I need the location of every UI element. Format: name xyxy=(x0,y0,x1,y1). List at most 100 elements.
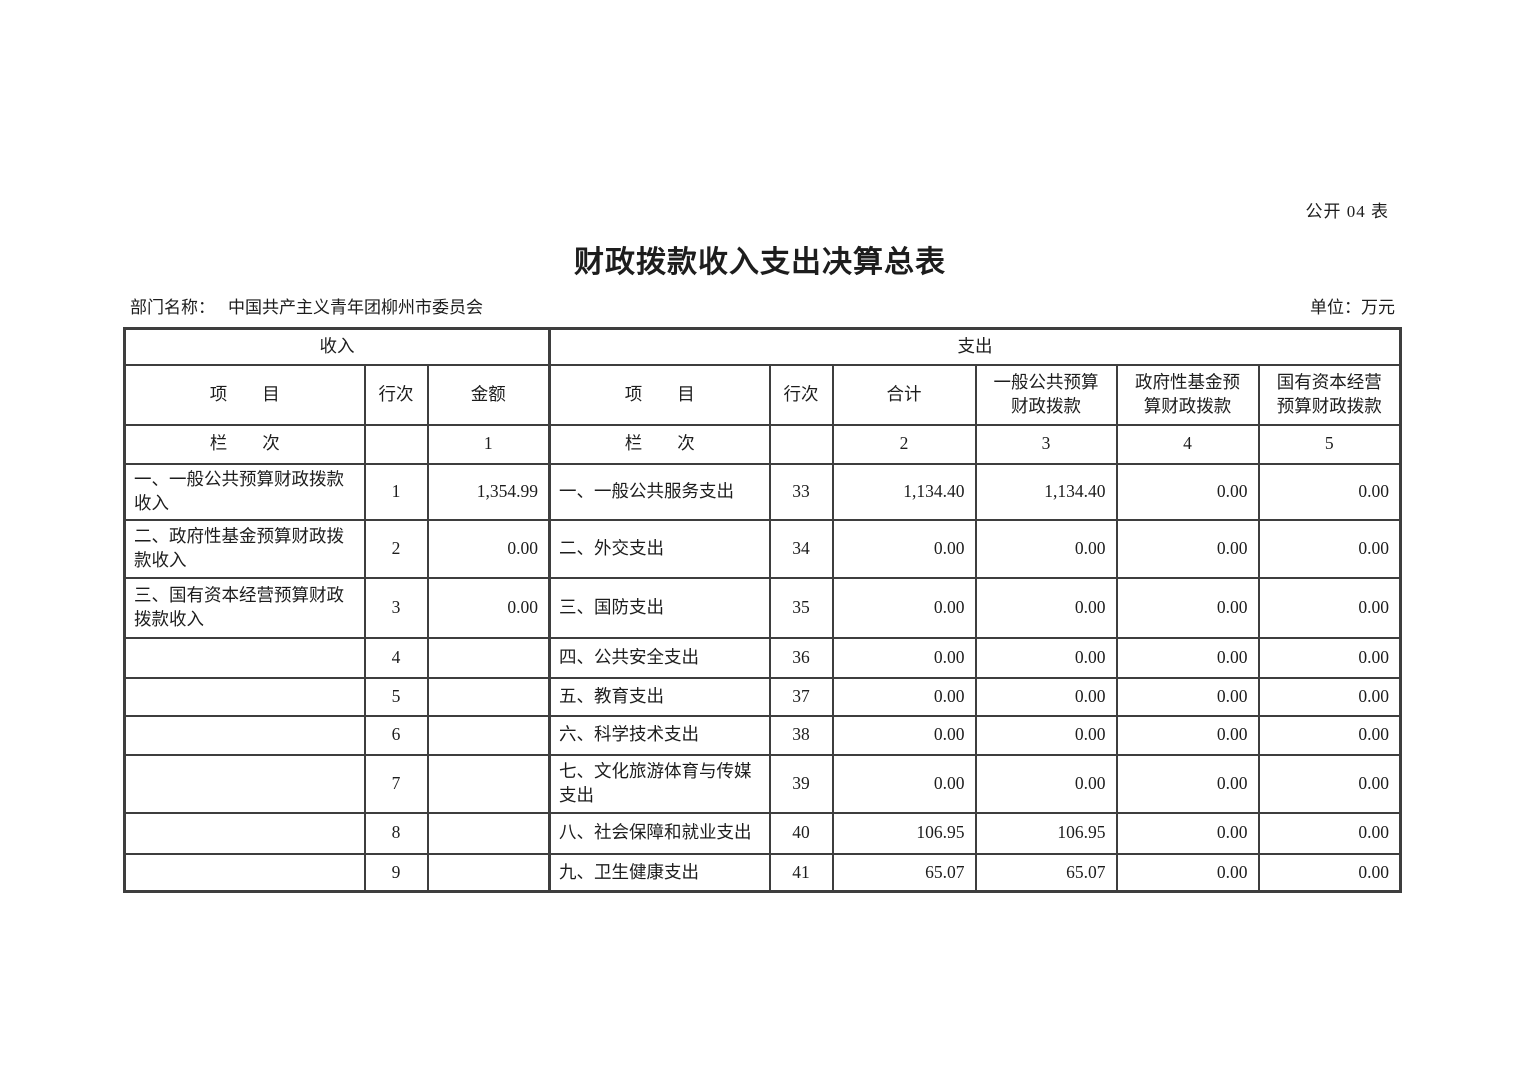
cell-expense-item: 七、文化旅游体育与传媒支出 xyxy=(548,753,771,814)
cell-total: 0.00 xyxy=(831,753,977,814)
cell-state-capital: 0.00 xyxy=(1257,676,1402,717)
index-label-income: 栏 次 xyxy=(123,423,366,465)
cell-income-item xyxy=(123,714,366,756)
cell-general-budget: 0.00 xyxy=(974,714,1118,756)
cell-gov-fund: 0.00 xyxy=(1115,462,1260,521)
index-col-2: 2 xyxy=(831,423,977,465)
cell-income-item xyxy=(123,753,366,814)
index-expense-line-blank xyxy=(768,423,834,465)
cell-expense-line: 39 xyxy=(768,753,834,814)
cell-income-amount: 0.00 xyxy=(426,576,551,639)
table-row: 二、政府性基金预算财政拨款收入 2 0.00 二、外交支出 34 0.00 0.… xyxy=(123,518,1402,579)
cell-income-item: 三、国有资本经营预算财政拨款收入 xyxy=(123,576,366,639)
cell-gov-fund: 0.00 xyxy=(1115,714,1260,756)
cell-general-budget: 0.00 xyxy=(974,576,1118,639)
page-title: 财政拨款收入支出决算总表 xyxy=(574,246,946,279)
header-income-line-no: 行次 xyxy=(363,363,429,426)
header-general-budget: 一般公共预算 财政拨款 xyxy=(974,363,1118,426)
cell-expense-line: 40 xyxy=(768,811,834,855)
cell-total: 0.00 xyxy=(831,714,977,756)
cell-income-item xyxy=(123,852,366,893)
cell-income-amount xyxy=(426,811,551,855)
cell-total: 0.00 xyxy=(831,676,977,717)
cell-expense-item: 一、一般公共服务支出 xyxy=(548,462,771,521)
cell-total: 0.00 xyxy=(831,636,977,679)
cell-general-budget: 0.00 xyxy=(974,753,1118,814)
cell-income-item: 二、政府性基金预算财政拨款收入 xyxy=(123,518,366,579)
cell-income-amount xyxy=(426,714,551,756)
table-row: 6 六、科学技术支出 38 0.00 0.00 0.00 0.00 xyxy=(123,714,1402,756)
cell-state-capital: 0.00 xyxy=(1257,811,1402,855)
cell-general-budget: 0.00 xyxy=(974,636,1118,679)
table-row: 9 九、卫生健康支出 41 65.07 65.07 0.00 0.00 xyxy=(123,852,1402,893)
cell-general-budget: 0.00 xyxy=(974,518,1118,579)
cell-expense-line: 34 xyxy=(768,518,834,579)
header-gov-fund: 政府性基金预 算财政拨款 xyxy=(1115,363,1260,426)
cell-state-capital: 0.00 xyxy=(1257,714,1402,756)
department-line: 部门名称： 中国共产主义青年团柳州市委员会 xyxy=(130,293,483,318)
index-income-line-blank xyxy=(363,423,429,465)
cell-income-amount xyxy=(426,753,551,814)
form-code: 公开 04 表 xyxy=(1305,202,1389,221)
cell-income-item: 一、一般公共预算财政拨款收入 xyxy=(123,462,366,521)
cell-state-capital: 0.00 xyxy=(1257,576,1402,639)
cell-state-capital: 0.00 xyxy=(1257,753,1402,814)
cell-gov-fund: 0.00 xyxy=(1115,576,1260,639)
cell-income-item xyxy=(123,676,366,717)
cell-income-line: 4 xyxy=(363,636,429,679)
index-col-4: 4 xyxy=(1115,423,1260,465)
cell-state-capital: 0.00 xyxy=(1257,518,1402,579)
cell-income-line: 6 xyxy=(363,714,429,756)
cell-total: 65.07 xyxy=(831,852,977,893)
cell-total: 0.00 xyxy=(831,576,977,639)
cell-expense-item: 九、卫生健康支出 xyxy=(548,852,771,893)
table-row: 7 七、文化旅游体育与传媒支出 39 0.00 0.00 0.00 0.00 xyxy=(123,753,1402,814)
header-income-amount: 金额 xyxy=(426,363,551,426)
cell-expense-item: 三、国防支出 xyxy=(548,576,771,639)
cell-expense-line: 41 xyxy=(768,852,834,893)
cell-income-item xyxy=(123,811,366,855)
cell-income-line: 2 xyxy=(363,518,429,579)
section-header-row: 收入 支出 xyxy=(123,327,1402,366)
table-row: 8 八、社会保障和就业支出 40 106.95 106.95 0.00 0.00 xyxy=(123,811,1402,855)
table-row: 5 五、教育支出 37 0.00 0.00 0.00 0.00 xyxy=(123,676,1402,717)
cell-income-amount: 0.00 xyxy=(426,518,551,579)
cell-income-line: 1 xyxy=(363,462,429,521)
section-income: 收入 xyxy=(123,327,551,366)
cell-state-capital: 0.00 xyxy=(1257,636,1402,679)
cell-general-budget: 106.95 xyxy=(974,811,1118,855)
index-label-expense: 栏 次 xyxy=(548,423,771,465)
cell-income-amount: 1,354.99 xyxy=(426,462,551,521)
cell-state-capital: 0.00 xyxy=(1257,852,1402,893)
section-expense: 支出 xyxy=(548,327,1402,366)
cell-expense-item: 八、社会保障和就业支出 xyxy=(548,811,771,855)
cell-general-budget: 65.07 xyxy=(974,852,1118,893)
cell-gov-fund: 0.00 xyxy=(1115,852,1260,893)
header-total: 合计 xyxy=(831,363,977,426)
cell-expense-item: 五、教育支出 xyxy=(548,676,771,717)
cell-expense-item: 六、科学技术支出 xyxy=(548,714,771,756)
cell-general-budget: 0.00 xyxy=(974,676,1118,717)
table-row: 一、一般公共预算财政拨款收入 1 1,354.99 一、一般公共服务支出 33 … xyxy=(123,462,1402,521)
cell-gov-fund: 0.00 xyxy=(1115,676,1260,717)
column-header-row: 项 目 行次 金额 项 目 行次 合计 一般公共预算 财政拨款 政府性基金预 算… xyxy=(123,363,1402,426)
budget-table: 收入 支出 项 目 行次 金额 项 目 行次 合计 一般公共预算 财政拨款 政府… xyxy=(123,327,1402,893)
table-row: 4 四、公共安全支出 36 0.00 0.00 0.00 0.00 xyxy=(123,636,1402,679)
unit-note: 单位：万元 xyxy=(1310,298,1395,317)
cell-gov-fund: 0.00 xyxy=(1115,518,1260,579)
table-row: 三、国有资本经营预算财政拨款收入 3 0.00 三、国防支出 35 0.00 0… xyxy=(123,576,1402,639)
cell-expense-line: 36 xyxy=(768,636,834,679)
header-expense-line-no: 行次 xyxy=(768,363,834,426)
index-col-1: 1 xyxy=(426,423,551,465)
column-index-row: 栏 次 1 栏 次 2 3 4 5 xyxy=(123,423,1402,465)
cell-income-line: 9 xyxy=(363,852,429,893)
cell-gov-fund: 0.00 xyxy=(1115,811,1260,855)
cell-total: 106.95 xyxy=(831,811,977,855)
cell-state-capital: 0.00 xyxy=(1257,462,1402,521)
header-expense-item: 项 目 xyxy=(548,363,771,426)
header-state-capital: 国有资本经营 预算财政拨款 xyxy=(1257,363,1402,426)
cell-income-line: 8 xyxy=(363,811,429,855)
cell-expense-line: 38 xyxy=(768,714,834,756)
index-col-5: 5 xyxy=(1257,423,1402,465)
